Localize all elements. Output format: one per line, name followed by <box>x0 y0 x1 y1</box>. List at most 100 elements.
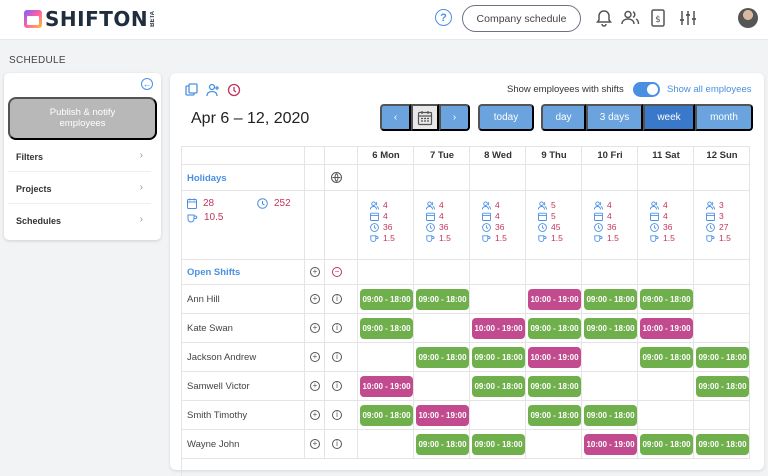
add-open-shift-icon[interactable]: + <box>310 267 320 277</box>
shift-block[interactable]: 10:00 - 19:00 <box>360 376 413 397</box>
bell-icon[interactable] <box>594 8 614 28</box>
shift-block[interactable]: 09:00 - 18:00 <box>472 376 525 397</box>
sidebar-item-schedules[interactable]: Schedules › <box>8 206 151 236</box>
emp-day-cell <box>582 372 638 401</box>
remove-open-shift-icon[interactable]: − <box>332 267 342 277</box>
info-icon[interactable]: i <box>332 381 342 391</box>
day-stat-people-value: 4 <box>383 200 388 210</box>
view-month-button[interactable]: month <box>695 104 753 131</box>
open-shifts-title: Open Shifts <box>187 267 241 278</box>
open-day-cell <box>582 260 638 285</box>
emp-day-cell <box>470 285 526 314</box>
help-icon[interactable]: ? <box>435 9 452 26</box>
emp-day-cell <box>526 285 582 314</box>
shift-block[interactable]: 10:00 - 19:00 <box>416 405 469 426</box>
info-icon[interactable]: i <box>332 352 342 362</box>
shifton-logo[interactable]: SHIFTON BETA <box>24 6 156 32</box>
emp-icon1-cell <box>305 372 325 401</box>
settings-sliders-icon[interactable] <box>678 8 698 28</box>
emp-day-cell <box>694 372 750 401</box>
info-icon[interactable]: i <box>332 294 342 304</box>
company-schedule-button[interactable]: Company schedule <box>462 5 581 32</box>
view-day-button[interactable]: day <box>541 104 586 131</box>
add-user-icon[interactable] <box>206 83 220 97</box>
day-stat-people-value: 5 <box>551 200 556 210</box>
billing-icon[interactable]: $ <box>648 8 668 28</box>
shift-block[interactable]: 09:00 - 18:00 <box>640 434 693 455</box>
shift-block[interactable]: 10:00 - 19:00 <box>528 347 581 368</box>
holTitle-icon1-cell <box>305 165 325 191</box>
emp-day-cell <box>414 372 470 401</box>
shift-block[interactable]: 10:00 - 19:00 <box>472 318 525 339</box>
add-shift-icon[interactable]: + <box>310 323 320 333</box>
employees-toggle[interactable] <box>633 82 660 97</box>
publish-notify-button[interactable]: Publish & notify employees <box>8 97 157 140</box>
add-shift-icon[interactable]: + <box>310 294 320 304</box>
top-bar: SHIFTON BETA ? Company schedule $ <box>0 0 768 40</box>
add-shift-icon[interactable]: + <box>310 381 320 391</box>
shift-block[interactable]: 10:00 - 19:00 <box>528 289 581 310</box>
employee-name[interactable]: Wayne John <box>187 439 240 450</box>
add-shift-icon[interactable]: + <box>310 410 320 420</box>
employee-name[interactable]: Ann Hill <box>187 294 220 305</box>
info-icon[interactable]: i <box>332 439 342 449</box>
day-stat-people-value: 3 <box>719 200 724 210</box>
today-button[interactable]: today <box>478 104 534 131</box>
day-stat-hours: 36 <box>370 222 392 232</box>
shift-block[interactable]: 09:00 - 18:00 <box>640 347 693 368</box>
add-shift-icon[interactable]: + <box>310 352 320 362</box>
add-shift-icon[interactable]: + <box>310 439 320 449</box>
holidays-total-hours: 252 <box>257 198 291 209</box>
sidebar-item-label: Schedules <box>16 216 62 226</box>
view-3days-button[interactable]: 3 days <box>586 104 643 131</box>
next-week-button[interactable]: › <box>439 104 470 131</box>
shift-block[interactable]: 09:00 - 18:00 <box>472 347 525 368</box>
emp-day-cell <box>526 314 582 343</box>
show-all-employees-label[interactable]: Show all employees <box>667 84 752 95</box>
emp-day-cell <box>358 285 414 314</box>
sidebar-item-projects[interactable]: Projects › <box>8 174 151 204</box>
employee-name[interactable]: Smith Timothy <box>187 410 248 421</box>
shift-block[interactable]: 09:00 - 18:00 <box>528 405 581 426</box>
shift-block[interactable]: 09:00 - 18:00 <box>360 289 413 310</box>
copy-icon[interactable] <box>185 83 199 97</box>
shift-block[interactable]: 09:00 - 18:00 <box>360 405 413 426</box>
day-stat-people: 4 <box>426 200 444 210</box>
shift-block[interactable]: 09:00 - 18:00 <box>360 318 413 339</box>
info-icon[interactable]: i <box>332 410 342 420</box>
shift-block[interactable]: 09:00 - 18:00 <box>696 376 749 397</box>
shift-block[interactable]: 09:00 - 18:00 <box>528 376 581 397</box>
emp-icon1-cell <box>305 343 325 372</box>
calendar-picker-button[interactable] <box>411 104 439 131</box>
shift-block[interactable]: 09:00 - 18:00 <box>584 405 637 426</box>
employee-name[interactable]: Kate Swan <box>187 323 233 334</box>
prev-week-button[interactable]: ‹ <box>380 104 411 131</box>
emp-name-cell <box>181 401 305 430</box>
user-avatar[interactable] <box>738 8 758 28</box>
shift-block[interactable]: 10:00 - 19:00 <box>584 434 637 455</box>
shift-block[interactable]: 09:00 - 18:00 <box>584 318 637 339</box>
info-icon[interactable]: i <box>332 323 342 333</box>
view-week-button[interactable]: week <box>643 104 695 131</box>
shift-block[interactable]: 09:00 - 18:00 <box>416 289 469 310</box>
employee-name[interactable]: Samwell Victor <box>187 381 250 392</box>
clock-icon[interactable] <box>227 83 241 97</box>
head-name-cell <box>181 146 305 165</box>
emp-day-cell <box>582 285 638 314</box>
shift-block[interactable]: 09:00 - 18:00 <box>584 289 637 310</box>
emp-icon2-cell <box>325 314 358 343</box>
shift-block[interactable]: 09:00 - 18:00 <box>528 318 581 339</box>
chevron-right-icon: › <box>139 214 143 225</box>
users-icon[interactable] <box>620 8 640 28</box>
shift-block[interactable]: 09:00 - 18:00 <box>416 347 469 368</box>
shift-block[interactable]: 09:00 - 18:00 <box>696 434 749 455</box>
globe-icon[interactable] <box>331 172 342 183</box>
shift-block[interactable]: 09:00 - 18:00 <box>640 289 693 310</box>
shift-block[interactable]: 09:00 - 18:00 <box>696 347 749 368</box>
shift-block[interactable]: 09:00 - 18:00 <box>472 434 525 455</box>
collapse-arrow-icon[interactable]: ← <box>141 78 153 90</box>
shift-block[interactable]: 09:00 - 18:00 <box>416 434 469 455</box>
employee-name[interactable]: Jackson Andrew <box>187 352 257 363</box>
sidebar-item-filters[interactable]: Filters › <box>8 142 151 172</box>
shift-block[interactable]: 10:00 - 19:00 <box>640 318 693 339</box>
